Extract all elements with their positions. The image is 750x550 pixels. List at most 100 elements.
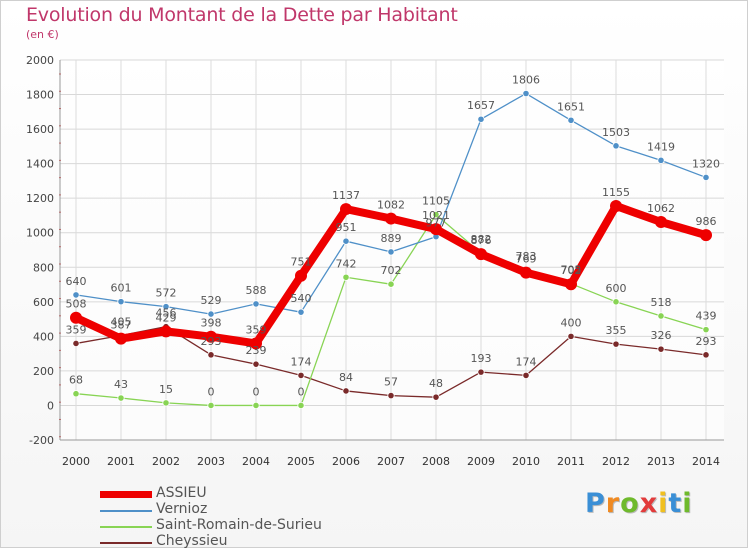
series-assieu [70, 199, 712, 350]
logo-letter: i [658, 488, 669, 519]
data-label: 1503 [602, 126, 630, 139]
x-tick-label: 2004 [242, 455, 270, 468]
logo-letter: r [605, 488, 621, 519]
data-point [520, 266, 532, 279]
logo-letter: P [585, 488, 606, 519]
data-label: 1082 [377, 199, 405, 212]
data-label: 769 [516, 253, 537, 266]
x-tick-label: 2007 [377, 455, 405, 468]
x-tick-label: 2009 [467, 455, 495, 468]
chart-subtitle: (en €) [26, 28, 59, 41]
data-point [432, 210, 440, 219]
y-tick-label: 1600 [26, 123, 54, 136]
legend-swatch [100, 491, 152, 498]
data-point [655, 216, 667, 229]
data-point [297, 308, 305, 316]
data-point [387, 280, 395, 288]
y-tick-label: 1800 [26, 89, 54, 102]
data-label: 1105 [422, 195, 450, 208]
data-point [702, 173, 710, 182]
data-point [207, 310, 215, 318]
data-point [162, 399, 170, 407]
y-tick-label: 1200 [26, 192, 54, 205]
data-point [475, 248, 487, 261]
data-label: 193 [471, 352, 492, 365]
data-label: 1062 [647, 202, 675, 215]
proxiti-logo: Proxiti [585, 488, 693, 519]
x-tick-label: 2008 [422, 455, 450, 468]
data-point [115, 332, 127, 345]
data-label: 1137 [332, 189, 360, 202]
series-vernioz [72, 89, 710, 318]
data-point [342, 387, 350, 395]
data-label: 572 [156, 287, 177, 300]
data-label: 889 [381, 232, 402, 245]
data-label: 1320 [692, 157, 720, 170]
data-point [657, 156, 665, 164]
data-point [70, 311, 82, 324]
legend-label: Saint-Romain-de-Surieu [156, 517, 322, 533]
y-tick-label: 2000 [26, 54, 54, 67]
data-label: 1651 [557, 100, 585, 113]
legend-swatch [100, 510, 152, 512]
data-label: 0 [208, 385, 215, 398]
y-tick-label: -200 [29, 434, 54, 447]
data-point [612, 298, 620, 306]
data-point [567, 116, 575, 124]
data-label: 439 [696, 310, 717, 323]
data-point [117, 298, 125, 306]
y-tick-label: 0 [47, 399, 54, 412]
data-label: 977 [426, 217, 447, 230]
data-point [342, 237, 350, 245]
data-point [72, 339, 80, 348]
data-label: 882 [471, 233, 492, 246]
data-point [700, 229, 712, 242]
data-label: 398 [201, 317, 222, 330]
logo-letter: i [682, 488, 693, 519]
data-label: 588 [246, 284, 267, 297]
data-point [342, 273, 350, 281]
x-tick-label: 2005 [287, 455, 315, 468]
data-point [657, 312, 665, 320]
data-label: 326 [651, 329, 672, 342]
data-label: 0 [253, 385, 260, 398]
data-label: 508 [66, 298, 87, 311]
data-point [117, 394, 125, 402]
data-label: 174 [291, 355, 312, 368]
y-tick-label: 600 [33, 296, 54, 309]
data-point [252, 300, 260, 308]
y-tick-label: 1000 [26, 227, 54, 240]
data-label: 1155 [602, 186, 630, 199]
data-point [72, 390, 80, 398]
data-point [522, 89, 530, 98]
data-label: 84 [339, 371, 353, 384]
chart-title: Evolution du Montant de la Dette par Hab… [26, 4, 458, 26]
data-point [387, 392, 395, 400]
data-label: 601 [111, 282, 132, 295]
legend-swatch [100, 526, 152, 528]
data-point [205, 330, 217, 343]
data-label: 742 [336, 257, 357, 270]
legend-label: Cheyssieu [156, 533, 228, 549]
data-point [477, 368, 485, 376]
data-label: 876 [471, 234, 492, 247]
logo-letter: x [639, 488, 659, 519]
data-label: 387 [111, 319, 132, 332]
x-tick-label: 2000 [62, 455, 90, 468]
data-label: 456 [156, 307, 177, 320]
data-point [252, 401, 260, 410]
data-point [522, 371, 530, 379]
data-label: 1657 [467, 99, 495, 112]
data-label: 429 [156, 311, 177, 324]
data-label: 293 [696, 335, 717, 348]
x-tick-label: 2003 [197, 455, 225, 468]
data-label: 43 [114, 378, 128, 391]
data-label: 540 [291, 292, 312, 305]
data-label: 529 [201, 294, 222, 307]
data-point [477, 115, 485, 123]
data-point [340, 203, 352, 216]
data-point [432, 393, 440, 401]
data-label: 68 [69, 374, 83, 387]
data-point [610, 199, 622, 212]
